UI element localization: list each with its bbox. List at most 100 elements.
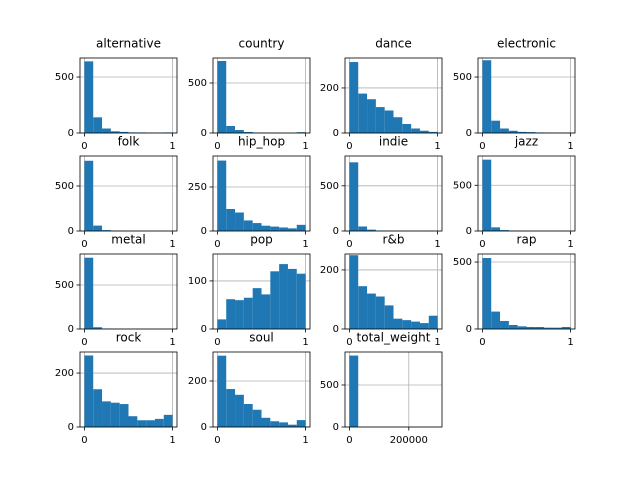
histogram-bar <box>526 132 536 133</box>
axes-frame <box>212 253 311 330</box>
y-tick-label: 0 <box>201 226 207 237</box>
x-tick-label: 1 <box>169 337 175 348</box>
histogram-bar <box>102 401 111 427</box>
histogram-bar <box>119 404 129 427</box>
histogram-bar <box>146 420 155 427</box>
histogram-bar <box>402 320 412 329</box>
subplot-title: pop <box>250 233 273 247</box>
x-tick-label: 1 <box>567 239 573 250</box>
subplot-title: dance <box>375 37 412 51</box>
histogram-bar <box>217 160 227 231</box>
histogram-bar <box>217 61 227 133</box>
histogram-bar <box>358 286 368 329</box>
histogram-bar <box>252 288 262 329</box>
y-tick-label: 0 <box>201 128 207 139</box>
histogram-bar <box>137 420 147 427</box>
histogram-bar <box>235 130 244 133</box>
x-tick-label: 1 <box>302 239 308 250</box>
histogram-bar <box>482 258 492 329</box>
axes-frame <box>212 155 311 232</box>
subplot-title: country <box>239 37 285 51</box>
axes-frame <box>344 57 443 134</box>
histogram-bar <box>544 327 553 329</box>
histogram-bar <box>349 162 359 231</box>
y-tick-label: 0 <box>333 128 339 139</box>
histogram-bar <box>428 131 438 133</box>
histogram-bar <box>217 319 227 329</box>
histogram-bar <box>517 131 527 133</box>
subplot-title: alternative <box>96 37 161 51</box>
subplot-title: rap <box>517 233 537 247</box>
histogram-bar <box>402 123 412 133</box>
subplot-title: electronic <box>497 37 556 51</box>
histogram-bar <box>349 355 359 427</box>
x-tick-label: 0 <box>479 337 485 348</box>
x-tick-label: 0 <box>479 141 485 152</box>
histogram-bar <box>93 117 103 133</box>
histogram-bar <box>491 120 501 133</box>
y-tick-label: 200 <box>320 265 339 276</box>
x-tick-label: 0 <box>346 435 352 446</box>
histogram-bar <box>526 326 536 329</box>
axes-frame <box>79 253 178 330</box>
histogram-bar <box>358 93 368 133</box>
histogram-bar <box>367 293 376 329</box>
y-tick-label: 0 <box>68 226 74 237</box>
histogram-bar <box>517 326 527 329</box>
y-tick-label: 500 <box>55 181 74 192</box>
histogram-bar <box>419 130 429 133</box>
x-tick-label: 0 <box>214 141 220 152</box>
y-tick-label: 0 <box>68 128 74 139</box>
histogram-bar <box>243 403 253 427</box>
y-tick-label: 0 <box>333 324 339 335</box>
histogram-bar <box>270 226 280 231</box>
histogram-bar <box>375 296 385 329</box>
subplot-title: indie <box>379 135 408 149</box>
axes-frame <box>477 253 576 330</box>
histogram-bar <box>93 327 103 329</box>
y-tick-label: 500 <box>188 78 207 89</box>
histogram-bar <box>349 62 359 133</box>
axes-frame <box>79 351 178 428</box>
y-tick-label: 500 <box>320 181 339 192</box>
x-tick-label: 0 <box>214 337 220 348</box>
histogram-bar <box>270 271 280 329</box>
histogram-bar <box>102 128 111 133</box>
x-tick-label: 1 <box>567 337 573 348</box>
histogram-bar <box>279 227 288 231</box>
subplot-title: rock <box>116 331 142 345</box>
histogram-bar <box>384 110 394 133</box>
x-tick-label: 0 <box>346 337 352 348</box>
y-tick-label: 0 <box>466 128 472 139</box>
y-tick-label: 0 <box>333 422 339 433</box>
y-tick-label: 200 <box>320 83 339 94</box>
x-tick-label: 1 <box>302 141 308 152</box>
histogram-bar <box>411 128 420 133</box>
histogram-bar <box>367 229 376 231</box>
histogram-bar <box>296 273 306 329</box>
subplot-title: total_weight <box>357 331 431 345</box>
x-tick-label: 1 <box>169 239 175 250</box>
histogram-bar <box>270 421 280 427</box>
histogram-bar <box>110 402 120 427</box>
histogram-bar <box>552 327 562 329</box>
histogram-bar <box>287 424 297 427</box>
x-tick-label: 1 <box>169 141 175 152</box>
histogram-bar <box>287 228 297 231</box>
histogram-bar <box>279 422 288 427</box>
x-tick-label: 200000 <box>390 435 428 446</box>
x-tick-label: 0 <box>346 141 352 152</box>
histogram-bar <box>93 225 103 231</box>
histogram-bar <box>428 315 438 329</box>
x-tick-label: 0 <box>81 337 87 348</box>
y-tick-label: 500 <box>453 72 472 83</box>
y-tick-label: 100 <box>188 276 207 287</box>
histogram-bar <box>163 414 173 427</box>
axes-frame <box>212 351 311 428</box>
histogram-bar <box>535 326 545 329</box>
histogram-bar <box>243 297 253 329</box>
subplot-title: r&b <box>383 233 405 247</box>
histogram-bar <box>393 117 403 133</box>
x-tick-label: 0 <box>479 239 485 250</box>
